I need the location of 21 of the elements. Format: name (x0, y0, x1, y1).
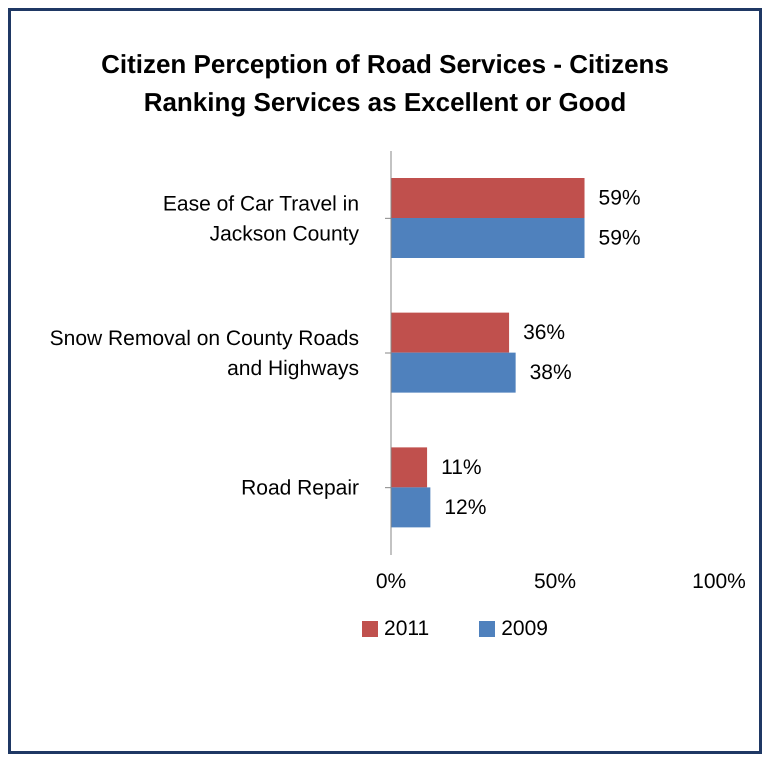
bar (391, 312, 510, 353)
y-tick-label: Snow Removal on County Roads and Highways (50, 326, 359, 380)
y-tick-label: Ease of Car Travel in Jackson County (162, 192, 360, 245)
x-tick-label: 100% (692, 570, 746, 593)
bar (391, 352, 516, 393)
bar (391, 178, 585, 218)
legend-label: 2011 (384, 617, 430, 641)
data-label: 12% (444, 496, 486, 519)
bar (391, 487, 430, 528)
data-label: 11% (441, 456, 482, 479)
bar (391, 447, 428, 488)
data-label: 59% (598, 186, 641, 210)
chart-title: Citizen Perception of Road Services - Citizens Ranking Services as Excellent or Good (100, 48, 670, 119)
bar (391, 218, 585, 258)
data-label: 38% (530, 361, 572, 384)
y-tick-label: Road Repair (241, 476, 359, 500)
x-tick-label: 50% (534, 570, 576, 593)
x-tick-label: 0% (376, 570, 406, 593)
data-label: 36% (523, 321, 566, 344)
data-label: 59% (598, 226, 641, 250)
legend-label: 2009 (501, 617, 548, 641)
